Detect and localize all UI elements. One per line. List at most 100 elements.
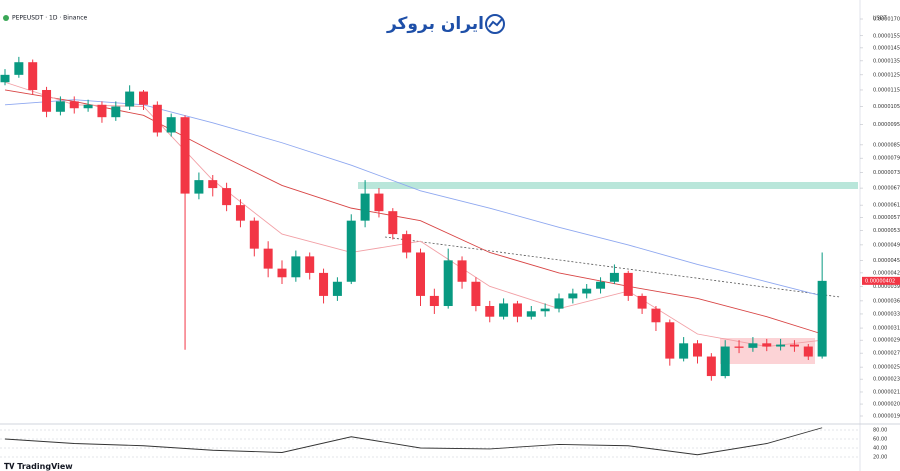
candle-body [499,303,509,317]
candle-body [166,117,176,133]
y-tick-label: 40.00 [873,446,887,452]
candle-body [748,343,758,348]
brand-text: TradingView [17,462,73,471]
candle-body [360,193,370,221]
y-tick-label: 0.00000234 [873,377,900,383]
candle-body [125,91,135,107]
y-tick-label: 60.00 [873,437,887,443]
candle-body [443,260,453,307]
candle-body [55,101,65,112]
candle-body [803,346,813,357]
candle-body [14,62,24,75]
y-tick-label: 20.00 [873,455,887,461]
candle-body [776,344,786,347]
logo-text: ایران بروکر [386,14,484,34]
candle-body [388,211,398,235]
logo-arrow [488,18,503,28]
candle-body [554,298,564,309]
candle-body [263,248,273,269]
candle-body [679,343,689,359]
candle-body [582,288,592,294]
candle-body [346,220,356,282]
candle-body [693,343,702,357]
candle-body [817,280,827,357]
currency: USDT [873,16,888,22]
candle-body [180,117,190,194]
brand: 𝐓𝐕 TradingView [4,462,73,471]
y-tick-label: 0.00000335 [873,311,900,317]
y-tick-label: 80.00 [873,428,887,434]
candle-body [332,281,342,296]
candle-body [706,356,716,377]
candle-body [623,272,633,296]
candle-body [208,180,218,189]
candle-body [402,234,412,253]
y-tick-label: 0.00000204 [873,402,900,408]
brand-icon: 𝐓𝐕 [4,462,17,471]
candle-body [69,101,79,109]
candle-body [277,268,287,278]
candle-body [512,303,522,317]
line [4,427,823,456]
range-box [720,338,815,364]
candle-body [42,89,52,112]
candle-body [374,193,384,212]
candle-body [429,295,439,307]
candle-body [651,308,661,323]
symbol: PEPEUSDT · 1D · Binance [12,15,88,22]
candle-body [139,91,148,105]
logo: ایران بروکر [386,14,505,34]
candle-body [305,256,315,273]
y-tick-label: 0.00000191 [873,414,900,420]
candle-body [637,295,647,309]
candle-body [720,346,730,377]
candle-body [540,308,550,312]
candle-body [194,180,204,194]
logo-icon [485,14,505,34]
candle-body [0,74,10,83]
trend-line [384,236,841,298]
candle-body [416,252,425,296]
candle-body [734,346,744,348]
zone-band [358,182,858,189]
candle-body [291,256,301,278]
symbol-icon [3,15,9,21]
candle-body [789,344,799,347]
candle-body [485,306,495,317]
candle-body [526,311,536,317]
candle-body [457,260,467,282]
last-price-box [862,276,900,285]
candle-body [471,281,481,307]
candle-body [665,322,675,359]
candle-body [235,205,245,221]
candle-body [762,343,772,347]
y-tick-label: 0.00000218 [873,389,900,395]
candle-body [97,104,107,118]
candle-body [152,104,162,133]
candle-body [83,104,93,109]
